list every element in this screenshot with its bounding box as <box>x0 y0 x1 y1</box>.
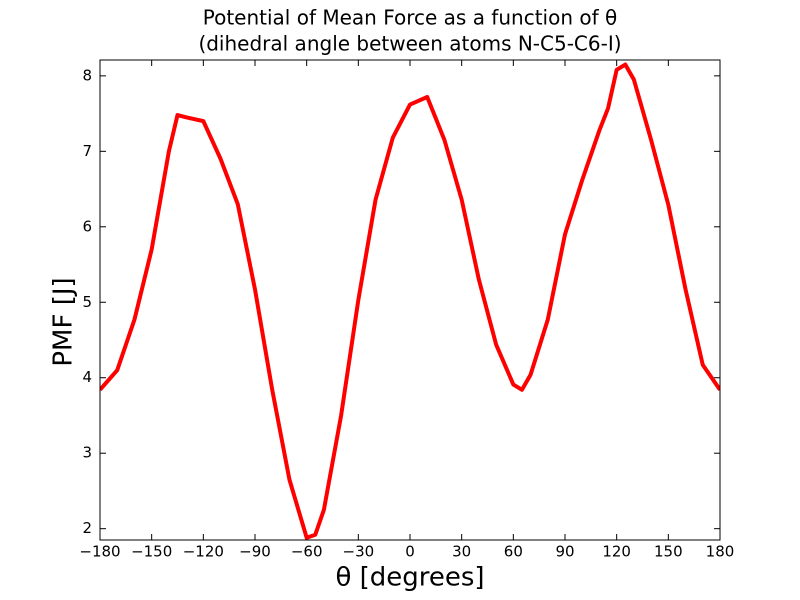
y-tick-label: 7 <box>82 142 92 160</box>
x-tick-label: −120 <box>183 543 224 561</box>
y-tick-label: 5 <box>82 293 92 311</box>
plot-frame <box>99 59 721 541</box>
y-tick-label: 6 <box>82 217 92 235</box>
x-axis-label: θ [degrees] <box>335 563 484 593</box>
y-tick-label: 3 <box>82 444 92 462</box>
x-tick-label: 60 <box>504 543 523 561</box>
x-tick-label: −180 <box>79 543 120 561</box>
x-tick-label: −60 <box>291 543 323 561</box>
x-tick-label: 0 <box>405 543 415 561</box>
x-tick-label: −150 <box>131 543 172 561</box>
chart-title: Potential of Mean Force as a function of… <box>203 6 618 30</box>
x-tick-label: 120 <box>602 543 631 561</box>
y-axis-label: PMF [J] <box>49 277 79 366</box>
x-tick-label: 90 <box>555 543 574 561</box>
y-tick-label: 4 <box>82 368 92 386</box>
line-series <box>100 62 720 540</box>
x-tick-label: −90 <box>239 543 271 561</box>
y-tick-label: 8 <box>82 66 92 84</box>
chart-subtitle: (dihedral angle between atoms N-C5-C6-I) <box>198 32 621 56</box>
x-tick-label: 150 <box>654 543 683 561</box>
x-tick-label: −30 <box>343 543 375 561</box>
y-tick-label: 2 <box>82 519 92 537</box>
x-tick-label: 180 <box>706 543 735 561</box>
x-tick-label: 30 <box>452 543 471 561</box>
